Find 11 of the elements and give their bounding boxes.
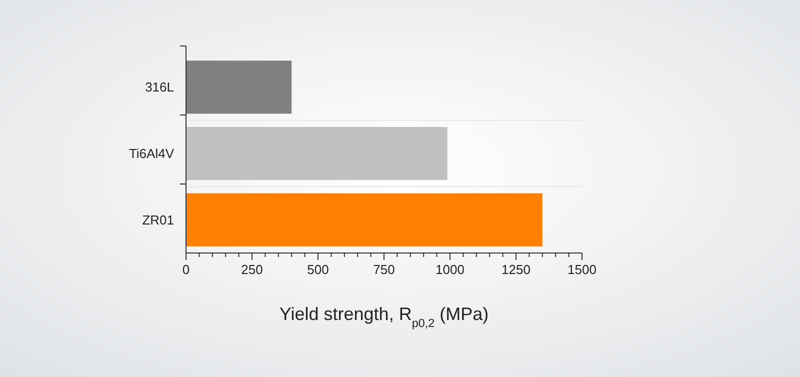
x-tick-label: 500: [307, 262, 329, 277]
x-tick-label: 0: [182, 262, 190, 277]
x-tick-label: 250: [241, 262, 263, 277]
y-tick-label: 316L: [145, 80, 174, 95]
x-tick-label: 1000: [436, 262, 464, 277]
x-tick-label: 1250: [502, 262, 530, 277]
x-axis-title: Yield strength, R$_{p0,2}$ (MPa): [279, 304, 489, 330]
y-tick-label: Ti6Al4V: [128, 146, 174, 162]
y-tick-label: ZR01: [142, 212, 174, 228]
x-tick-label: 1500: [568, 262, 596, 277]
x-tick-label: 750: [373, 262, 395, 277]
